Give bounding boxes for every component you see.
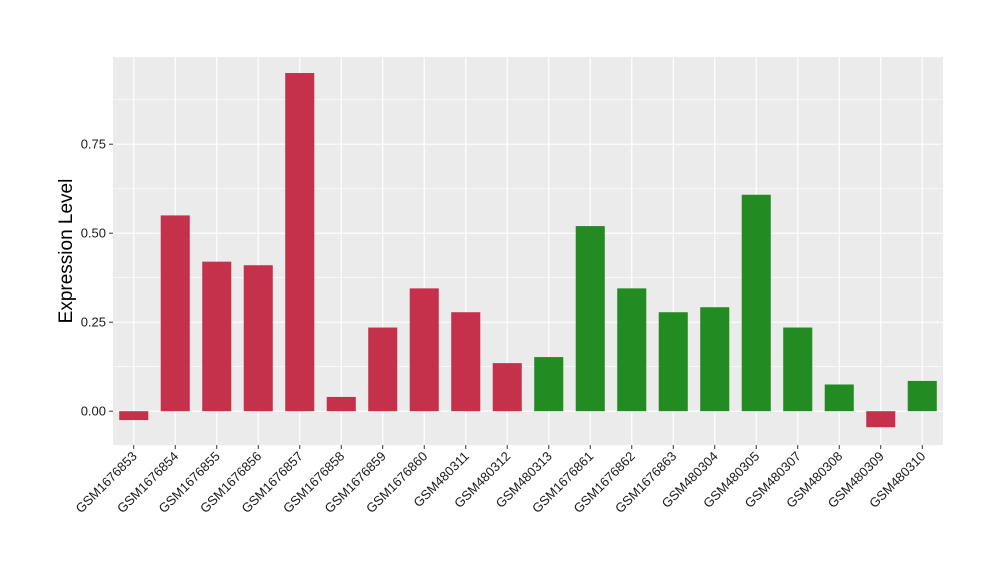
bar-GSM480309	[866, 411, 896, 428]
bars	[119, 73, 937, 428]
bar-GSM1676859	[368, 327, 398, 412]
bar-GSM1676858	[326, 396, 356, 412]
bar-GSM1676856	[243, 265, 273, 412]
plot-panel	[113, 57, 943, 445]
y-tick-label: 0.50	[81, 226, 106, 241]
y-axis-title: Expression Level	[56, 179, 77, 324]
y-tick-label: 0.75	[81, 137, 106, 152]
bar-GSM480313	[534, 357, 564, 412]
bar-GSM1676862	[617, 288, 647, 412]
bar-GSM1676863	[658, 312, 688, 412]
y-axis: 0.00 0.25 0.50 0.75	[81, 137, 113, 419]
y-tick-label: 0.25	[81, 315, 106, 330]
bar-GSM1676853	[119, 411, 149, 421]
bar-GSM1676861	[575, 226, 605, 412]
bar-GSM1676854	[160, 215, 190, 412]
y-tick-label: 0.00	[81, 404, 106, 419]
bar-GSM480308	[824, 384, 854, 412]
bar-GSM480311	[451, 312, 481, 412]
bar-GSM480312	[492, 363, 522, 412]
bar-GSM1676855	[202, 261, 232, 412]
x-axis: GSM1676853GSM1676854GSM1676855GSM1676856…	[73, 445, 928, 516]
bar-GSM480307	[783, 327, 813, 412]
bar-GSM1676860	[409, 288, 439, 412]
bar-GSM480310	[907, 380, 937, 412]
bar-GSM480305	[741, 194, 771, 412]
bar-GSM1676857	[285, 73, 315, 412]
bar-GSM480304	[700, 307, 730, 412]
